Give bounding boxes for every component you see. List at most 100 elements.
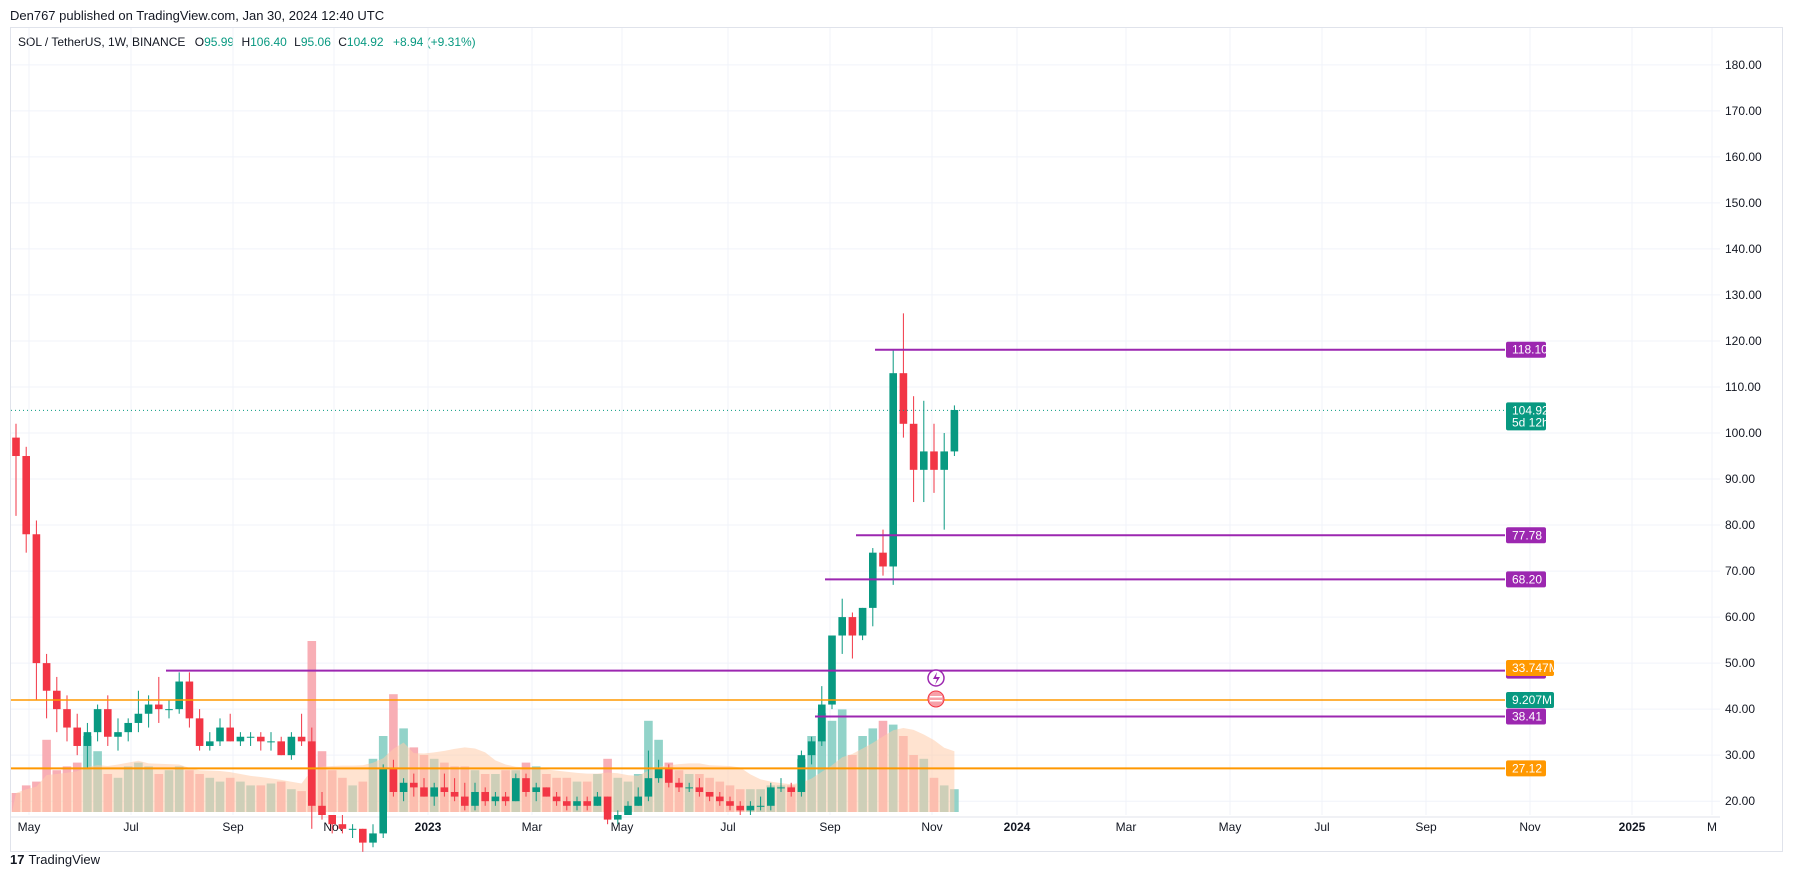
candle-body[interactable] (420, 787, 428, 797)
candle-body[interactable] (328, 815, 336, 825)
candle-body[interactable] (573, 801, 581, 806)
candle-body[interactable] (93, 709, 102, 733)
candle-body[interactable] (879, 552, 887, 567)
candle-body[interactable] (195, 718, 204, 746)
candle-body[interactable] (32, 534, 41, 664)
candle-body[interactable] (399, 782, 408, 792)
candle-body[interactable] (950, 409, 959, 452)
candle-body[interactable] (63, 709, 71, 728)
candle-body[interactable] (634, 796, 642, 806)
candle-body[interactable] (767, 787, 775, 806)
candle-body[interactable] (797, 755, 806, 792)
candle-body[interactable] (216, 727, 224, 742)
candle-body[interactable] (654, 768, 663, 779)
candle-body[interactable] (685, 787, 693, 789)
candle-body[interactable] (899, 373, 908, 424)
candle-body[interactable] (379, 768, 387, 834)
candle-body[interactable] (920, 451, 928, 470)
time-tick-label: Sep (222, 820, 244, 834)
candle-body[interactable] (756, 805, 765, 807)
candle-body[interactable] (603, 796, 612, 820)
candle-body[interactable] (787, 787, 795, 792)
candle-body[interactable] (736, 805, 744, 811)
candle-body[interactable] (206, 741, 214, 746)
candle-body[interactable] (563, 801, 571, 806)
candle-body[interactable] (644, 778, 653, 797)
candle-body[interactable] (22, 456, 30, 535)
candle-body[interactable] (665, 768, 673, 783)
candle-body[interactable] (491, 796, 500, 802)
candle-body[interactable] (12, 437, 20, 457)
candle-body[interactable] (104, 709, 112, 737)
tradingview-logo[interactable]: 17 TradingView (10, 852, 100, 867)
candle-body[interactable] (430, 787, 438, 797)
symbol-name[interactable]: SOL / TetherUS, 1W, BINANCE (18, 35, 186, 49)
candle-body[interactable] (155, 704, 163, 710)
candle-body[interactable] (858, 607, 867, 636)
candle-body[interactable] (134, 713, 143, 723)
candle-body[interactable] (83, 732, 92, 746)
candle-body[interactable] (624, 805, 632, 815)
candle-body[interactable] (512, 778, 520, 802)
price-tick-label: 20.00 (1725, 794, 1755, 808)
candle-body[interactable] (73, 727, 81, 746)
candle-body[interactable] (175, 681, 183, 710)
candle-body[interactable] (940, 451, 948, 470)
candle-body[interactable] (777, 787, 785, 789)
candle-body[interactable] (348, 828, 357, 830)
candle-body[interactable] (114, 732, 122, 737)
candle-body[interactable] (848, 617, 857, 636)
candle-body[interactable] (410, 782, 418, 788)
candle-body[interactable] (450, 791, 459, 797)
candle-body[interactable] (287, 736, 296, 756)
level-badge-label: 118.10 (1512, 343, 1548, 357)
candle-body[interactable] (542, 787, 551, 797)
candle-body[interactable] (807, 741, 816, 756)
candle-body[interactable] (257, 736, 265, 742)
candle-body[interactable] (593, 796, 602, 806)
candle-body[interactable] (144, 704, 153, 714)
candle-body[interactable] (726, 801, 734, 806)
candle-body[interactable] (461, 796, 469, 806)
candle-body[interactable] (359, 828, 367, 843)
candle-body[interactable] (838, 617, 846, 636)
candle-body[interactable] (583, 801, 591, 806)
candle-body[interactable] (338, 824, 347, 829)
candle-body[interactable] (705, 791, 714, 797)
level-badge (1506, 341, 1546, 358)
candle-body[interactable] (746, 805, 755, 811)
candle-body[interactable] (226, 727, 234, 742)
economic-event-icon[interactable] (927, 690, 945, 708)
time-tick-label: 2025 (1619, 820, 1646, 834)
candle-body[interactable] (532, 787, 540, 792)
volume-bar (307, 641, 317, 812)
candle-body[interactable] (318, 805, 326, 815)
level-badge-label: 68.20 (1512, 572, 1542, 586)
candle-body[interactable] (522, 778, 530, 792)
candle-body[interactable] (675, 782, 683, 788)
candle-body[interactable] (818, 704, 826, 742)
candle-body[interactable] (501, 796, 510, 802)
candle-body[interactable] (614, 815, 622, 820)
candle-body[interactable] (277, 741, 285, 756)
candle-body[interactable] (297, 736, 306, 742)
candle-body[interactable] (695, 787, 704, 792)
candle-body[interactable] (889, 373, 897, 567)
candle-body[interactable] (930, 451, 938, 470)
candle-body[interactable] (389, 768, 398, 792)
candle-body[interactable] (124, 722, 132, 733)
candle-body[interactable] (369, 833, 377, 843)
candle-body[interactable] (246, 736, 255, 738)
candle-body[interactable] (716, 796, 724, 802)
candle-body[interactable] (909, 423, 918, 470)
candle-body[interactable] (236, 736, 245, 742)
candle-body[interactable] (165, 709, 173, 711)
candle-body[interactable] (552, 796, 561, 802)
candle-body[interactable] (308, 741, 316, 806)
candle-body[interactable] (471, 791, 479, 806)
candle-body[interactable] (42, 663, 51, 691)
candle-body[interactable] (481, 791, 489, 802)
candle-body[interactable] (440, 787, 449, 792)
candle-body[interactable] (267, 741, 275, 743)
